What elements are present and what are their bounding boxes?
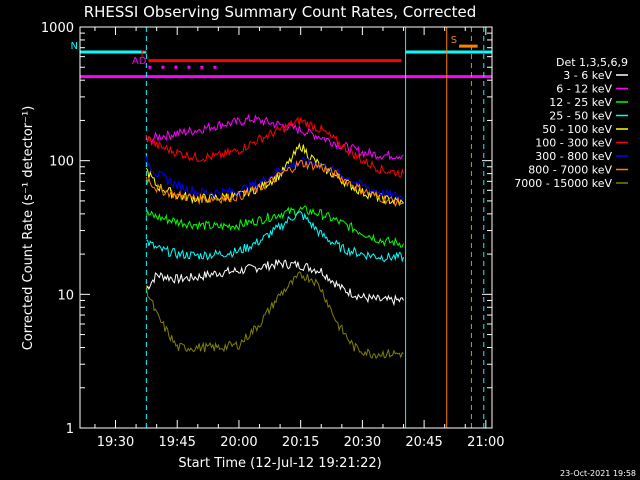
legend-entry-label: 100 - 300 keV [535, 137, 612, 150]
legend-entry-label: 12 - 25 keV [549, 96, 612, 109]
legend-entry-label: 50 - 100 keV [542, 123, 612, 136]
flag-label: F [141, 50, 147, 61]
x-tick-label: 21:00 [467, 435, 504, 450]
series-line [145, 159, 404, 208]
x-tick-label: 19:30 [97, 435, 134, 450]
x-tick-label: 20:00 [220, 435, 257, 450]
flag-label: N [71, 41, 78, 52]
legend-entry-label: 25 - 50 keV [549, 110, 612, 123]
legend-title: Det 1,3,5,6,9 [556, 56, 628, 69]
x-tick-label: 20:15 [282, 435, 319, 450]
flag-label: AD [132, 56, 147, 67]
axes: 19:30 19:45 20:00 20:15 20:30 20:45 21:00 1 10 10… [41, 21, 505, 450]
y-tick-label: 1 [66, 422, 74, 437]
legend-entry-label: 800 - 7000 keV [528, 164, 612, 177]
footer-timestamp: 23-Oct-2021 19:58 [560, 469, 636, 478]
legend-entry-label: 300 - 800 keV [535, 150, 612, 163]
y-axis-label: Corrected Count Rate (s⁻¹ detector⁻¹) [21, 106, 36, 351]
series-line [145, 116, 404, 178]
series-line [145, 259, 404, 307]
chart-title: RHESSI Observing Summary Count Rates, Co… [84, 3, 477, 21]
plot-frame [79, 26, 493, 429]
y-tick-label: 1000 [41, 21, 74, 36]
flag-bars: N F S AD [71, 35, 492, 79]
data-series [145, 113, 404, 360]
series-line [146, 113, 404, 161]
y-tick-label: 100 [49, 155, 74, 170]
series-line [145, 271, 404, 360]
x-tick-label: 20:45 [405, 435, 442, 450]
series-line [145, 156, 404, 202]
legend-entry-label: 7000 - 15000 keV [514, 177, 612, 190]
series-line [145, 205, 404, 248]
flag-label: S [451, 35, 457, 46]
series-line [146, 211, 404, 263]
legend-entry-label: 3 - 6 keV [563, 69, 612, 82]
vertical-markers [145, 27, 485, 428]
legend-entry-label: 6 - 12 keV [556, 83, 612, 96]
x-tick-label: 19:45 [158, 435, 195, 450]
x-axis-label: Start Time (12-Jul-12 19:21:22) [178, 456, 381, 471]
y-tick-label: 10 [57, 288, 74, 303]
x-tick-label: 20:30 [344, 435, 381, 450]
